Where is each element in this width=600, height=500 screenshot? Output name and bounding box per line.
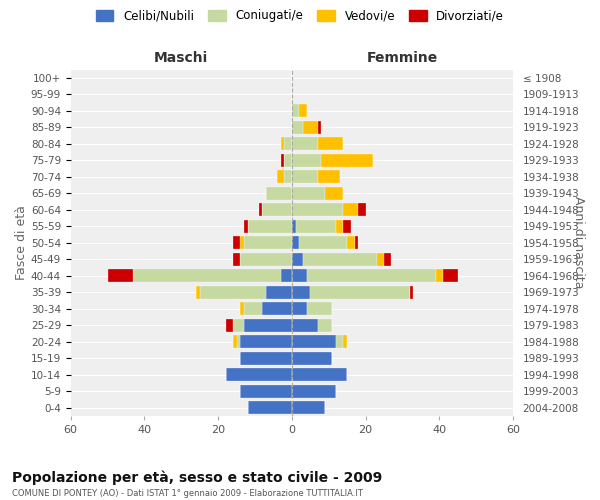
Bar [262, 203, 292, 216]
Text: Femmine: Femmine [367, 50, 438, 64]
Bar [240, 252, 292, 266]
Bar [317, 318, 332, 332]
Bar [292, 269, 307, 282]
Bar [240, 352, 292, 365]
Bar [233, 335, 236, 348]
Bar [296, 220, 336, 233]
Bar [284, 137, 292, 150]
Bar [310, 286, 410, 299]
Bar [266, 286, 292, 299]
Bar [292, 318, 317, 332]
Legend: Celibi/Nubili, Coniugati/e, Vedovi/e, Divorziati/e: Celibi/Nubili, Coniugati/e, Vedovi/e, Di… [92, 6, 508, 26]
Bar [303, 120, 317, 134]
Bar [233, 236, 240, 250]
Bar [292, 220, 296, 233]
Bar [284, 154, 292, 167]
Bar [277, 170, 284, 183]
Bar [240, 236, 244, 250]
Bar [236, 335, 240, 348]
Bar [343, 335, 347, 348]
Bar [358, 203, 365, 216]
Bar [281, 154, 284, 167]
Bar [307, 269, 436, 282]
Bar [107, 269, 133, 282]
Bar [317, 170, 340, 183]
Bar [292, 104, 299, 118]
Bar [244, 302, 262, 316]
Bar [436, 269, 443, 282]
Bar [317, 137, 343, 150]
Bar [292, 170, 317, 183]
Bar [410, 286, 413, 299]
Bar [307, 302, 332, 316]
Text: Maschi: Maschi [154, 50, 208, 64]
Bar [336, 335, 343, 348]
Bar [244, 236, 292, 250]
Bar [233, 252, 240, 266]
Bar [240, 335, 292, 348]
Bar [303, 252, 377, 266]
Bar [259, 203, 262, 216]
Bar [292, 186, 325, 200]
Bar [292, 252, 303, 266]
Bar [248, 401, 292, 414]
Bar [284, 170, 292, 183]
Bar [343, 203, 358, 216]
Text: Popolazione per età, sesso e stato civile - 2009: Popolazione per età, sesso e stato civil… [12, 470, 382, 485]
Y-axis label: Anni di nascita: Anni di nascita [572, 196, 585, 289]
Bar [292, 203, 343, 216]
Bar [322, 154, 373, 167]
Bar [299, 104, 307, 118]
Bar [266, 186, 292, 200]
Bar [281, 269, 292, 282]
Bar [240, 302, 244, 316]
Bar [292, 352, 332, 365]
Bar [244, 220, 248, 233]
Bar [292, 302, 307, 316]
Bar [240, 384, 292, 398]
Bar [292, 401, 325, 414]
Bar [355, 236, 358, 250]
Bar [443, 269, 458, 282]
Bar [292, 137, 317, 150]
Bar [226, 368, 292, 382]
Bar [200, 286, 266, 299]
Bar [133, 269, 281, 282]
Bar [262, 302, 292, 316]
Y-axis label: Fasce di età: Fasce di età [15, 206, 28, 280]
Bar [343, 220, 351, 233]
Bar [347, 236, 355, 250]
Bar [292, 236, 299, 250]
Bar [281, 137, 284, 150]
Bar [384, 252, 391, 266]
Bar [325, 186, 343, 200]
Bar [226, 318, 233, 332]
Bar [377, 252, 384, 266]
Bar [196, 286, 200, 299]
Bar [292, 154, 322, 167]
Bar [292, 286, 310, 299]
Bar [248, 220, 292, 233]
Bar [292, 120, 303, 134]
Bar [292, 384, 336, 398]
Bar [292, 335, 336, 348]
Bar [317, 120, 322, 134]
Bar [244, 318, 292, 332]
Bar [292, 368, 347, 382]
Bar [233, 318, 244, 332]
Text: COMUNE DI PONTEY (AO) - Dati ISTAT 1° gennaio 2009 - Elaborazione TUTTITALIA.IT: COMUNE DI PONTEY (AO) - Dati ISTAT 1° ge… [12, 488, 363, 498]
Bar [336, 220, 343, 233]
Bar [299, 236, 347, 250]
